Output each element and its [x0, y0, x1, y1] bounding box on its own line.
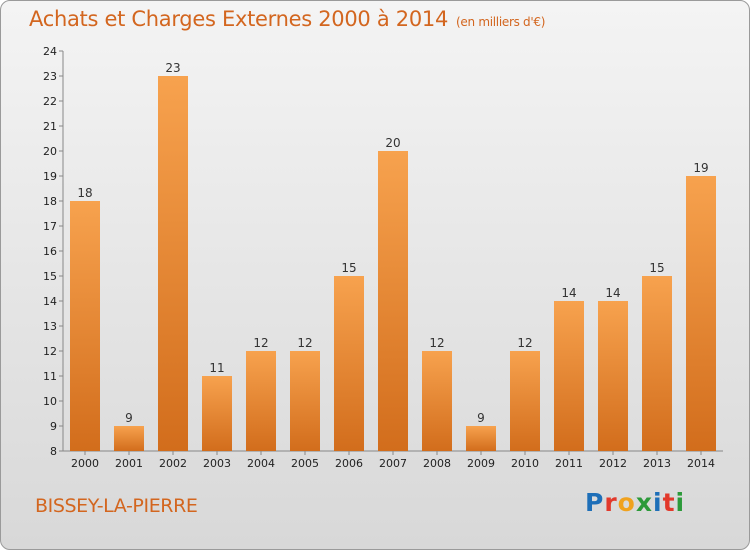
logo-letter: x	[635, 488, 653, 517]
bar[interactable]	[554, 301, 584, 451]
bar[interactable]	[334, 276, 364, 451]
y-tick-label: 9	[50, 420, 57, 433]
y-tick-label: 11	[43, 370, 57, 383]
bar-value-label: 12	[253, 336, 268, 350]
bar[interactable]	[422, 351, 452, 451]
bar-value-label: 11	[209, 361, 224, 375]
x-tick-label: 2004	[247, 457, 275, 470]
x-tick-label: 2014	[687, 457, 715, 470]
bar[interactable]	[70, 201, 100, 451]
y-tick-label: 13	[43, 320, 57, 333]
bar[interactable]	[466, 426, 496, 451]
bar[interactable]	[510, 351, 540, 451]
bar-value-label: 9	[125, 411, 133, 425]
proxiti-logo[interactable]: Proxiti	[585, 488, 685, 517]
bar-value-label: 15	[649, 261, 664, 275]
y-tick-label: 15	[43, 270, 57, 283]
x-tick-label: 2008	[423, 457, 451, 470]
bar[interactable]	[290, 351, 320, 451]
bar[interactable]	[378, 151, 408, 451]
logo-letter: o	[617, 488, 636, 517]
x-tick-label: 2002	[159, 457, 187, 470]
logo-letter: i	[675, 488, 686, 517]
bar-value-label: 9	[477, 411, 485, 425]
bar-value-label: 14	[605, 286, 620, 300]
x-tick-label: 2006	[335, 457, 363, 470]
bar-value-label: 15	[341, 261, 356, 275]
y-tick-label: 24	[43, 45, 57, 58]
y-tick-label: 21	[43, 120, 57, 133]
y-tick-label: 23	[43, 70, 57, 83]
chart-unit: (en milliers d'€)	[456, 15, 546, 29]
bar[interactable]	[686, 176, 716, 451]
commune-name: BISSEY-LA-PIERRE	[35, 495, 198, 517]
y-tick-label: 8	[50, 445, 57, 458]
logo-letter: t	[662, 488, 676, 517]
bar-value-label: 12	[429, 336, 444, 350]
bar[interactable]	[114, 426, 144, 451]
chart-title: Achats et Charges Externes 2000 à 2014 (e…	[29, 7, 545, 31]
bar-value-label: 14	[561, 286, 576, 300]
bar-value-label: 23	[165, 61, 180, 75]
x-tick-label: 2007	[379, 457, 407, 470]
bar[interactable]	[598, 301, 628, 451]
y-tick-label: 17	[43, 220, 57, 233]
y-tick-label: 12	[43, 345, 57, 358]
logo-letter: P	[585, 488, 605, 517]
y-tick-label: 19	[43, 170, 57, 183]
chart-title-text: Achats et Charges Externes 2000 à 2014	[29, 7, 449, 31]
x-tick-label: 2005	[291, 457, 319, 470]
x-tick-label: 2010	[511, 457, 539, 470]
bar[interactable]	[642, 276, 672, 451]
bar-value-label: 18	[77, 186, 92, 200]
logo-letter: i	[653, 488, 663, 517]
y-tick-label: 22	[43, 95, 57, 108]
bar-value-label: 19	[693, 161, 708, 175]
x-tick-label: 2003	[203, 457, 231, 470]
y-tick-label: 16	[43, 245, 57, 258]
bar-value-label: 12	[297, 336, 312, 350]
chart-axes: 8 9 10 11 12 13 14 15 16 17 18 19 20 21 22 23 24 2000 2001…	[43, 45, 723, 470]
bar[interactable]	[202, 376, 232, 451]
y-tick-label: 18	[43, 195, 57, 208]
x-tick-label: 2001	[115, 457, 143, 470]
bar-value-label: 12	[517, 336, 532, 350]
bar[interactable]	[158, 76, 188, 451]
chart-bars: 18 9 23 11 12 12 15 20 12 9 12 14 14 15 19	[70, 61, 716, 451]
x-tick-label: 2000	[71, 457, 99, 470]
x-tick-label: 2011	[555, 457, 583, 470]
bar[interactable]	[246, 351, 276, 451]
y-tick-label: 20	[43, 145, 57, 158]
y-tick-label: 10	[43, 395, 57, 408]
x-tick-label: 2012	[599, 457, 627, 470]
y-tick-label: 14	[43, 295, 57, 308]
bar-value-label: 20	[385, 136, 400, 150]
x-tick-label: 2009	[467, 457, 495, 470]
logo-letter: r	[604, 488, 618, 517]
x-tick-label: 2013	[643, 457, 671, 470]
